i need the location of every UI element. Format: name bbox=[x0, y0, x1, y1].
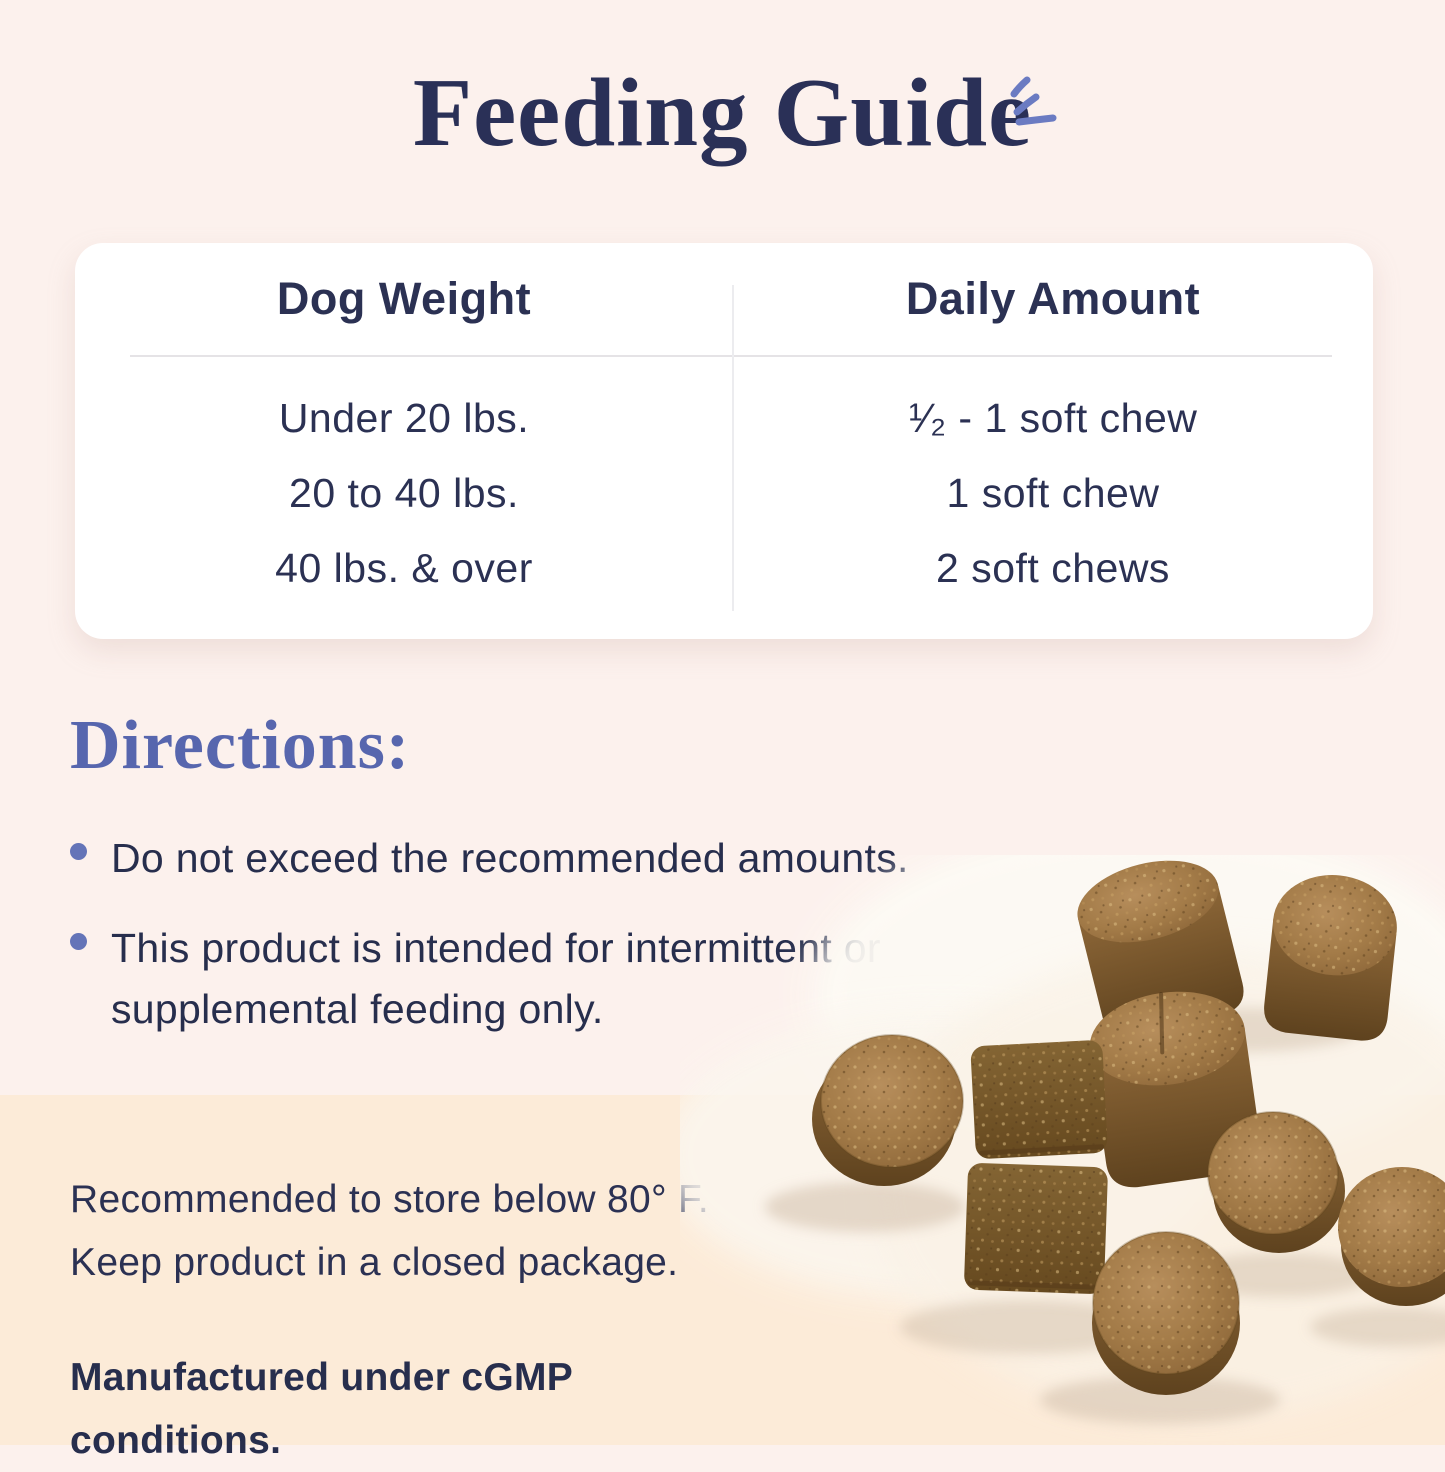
soft-chews-photo bbox=[680, 855, 1445, 1424]
page-title: Feeding Guide bbox=[412, 59, 1033, 166]
emphasis-strokes-icon bbox=[1010, 76, 1057, 126]
daily-amount-cell: 2 soft chews bbox=[936, 545, 1170, 591]
header: Feeding Guide bbox=[0, 52, 1445, 173]
column-divider-line bbox=[732, 285, 734, 611]
column-header-daily-amount: Daily Amount bbox=[905, 273, 1201, 324]
list-item: Do not exceed the recommended amounts. bbox=[70, 828, 930, 889]
column-header-dog-weight: Dog Weight bbox=[276, 273, 532, 324]
table-row: Under 20 lbs. ¹⁄₂ - 1 soft chew bbox=[75, 381, 1373, 456]
soft-chew bbox=[1264, 875, 1397, 1041]
dog-weight-cell: Under 20 lbs. bbox=[278, 395, 530, 441]
feeding-table-card: Dog Weight Daily Amount Under 20 lbs. ¹⁄… bbox=[75, 243, 1373, 639]
soft-chew bbox=[970, 1040, 1108, 1159]
storage-line: Recommended to store below 80° F. bbox=[70, 1178, 709, 1221]
soft-chew bbox=[1092, 1231, 1240, 1395]
daily-amount-cell: 1 soft chew bbox=[946, 470, 1160, 516]
manufacturing-note: Manufactured under cGMP conditions. bbox=[70, 1356, 573, 1462]
bullet-text: Do not exceed the recommended amounts. bbox=[111, 835, 909, 881]
bullet-dot-icon bbox=[70, 933, 87, 950]
soft-chew bbox=[812, 1034, 964, 1186]
soft-chew bbox=[1207, 1111, 1345, 1253]
bullet-dot-icon bbox=[70, 843, 87, 860]
dog-weight-cell: 40 lbs. & over bbox=[275, 545, 533, 591]
storage-line: Keep product in a closed package. bbox=[70, 1241, 679, 1284]
list-item: This product is intended for intermitten… bbox=[70, 918, 930, 1040]
dog-weight-cell: 20 to 40 lbs. bbox=[289, 470, 519, 516]
table-row: 40 lbs. & over 2 soft chews bbox=[75, 531, 1373, 606]
soft-chew bbox=[1338, 1167, 1445, 1306]
directions-bullet-list: Do not exceed the recommended amounts. T… bbox=[70, 828, 930, 1069]
storage-notes: Recommended to store below 80° F. Keep p… bbox=[70, 1168, 710, 1472]
feeding-table-header-row: Dog Weight Daily Amount bbox=[75, 243, 1373, 355]
daily-amount-cell: ¹⁄₂ - 1 soft chew bbox=[908, 395, 1198, 441]
feeding-table-body: Under 20 lbs. ¹⁄₂ - 1 soft chew 20 to 40… bbox=[75, 381, 1373, 606]
soft-chew bbox=[964, 1163, 1108, 1294]
table-row: 20 to 40 lbs. 1 soft chew bbox=[75, 456, 1373, 531]
header-divider-line bbox=[130, 355, 1332, 357]
directions-heading: Directions: bbox=[70, 707, 411, 784]
bullet-text: This product is intended for intermitten… bbox=[111, 925, 881, 1032]
